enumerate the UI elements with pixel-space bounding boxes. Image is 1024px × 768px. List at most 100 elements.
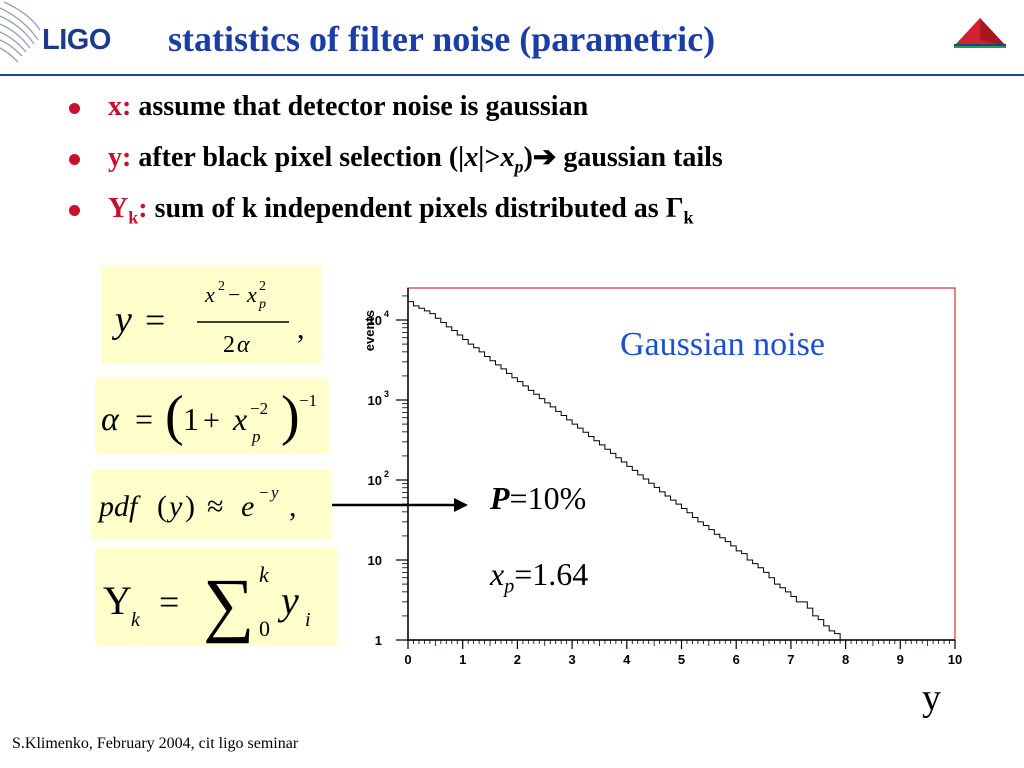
x-tick-label: 2 [514, 652, 521, 667]
histogram-bin [709, 530, 714, 640]
histogram-bin [589, 436, 594, 640]
svg-text:y: y [166, 490, 183, 523]
bullet-text: assume that detector noise is gaussian [138, 91, 589, 122]
y-tick-label: 10 [368, 313, 382, 328]
svg-text:≈: ≈ [207, 490, 223, 523]
x-tick-label: 4 [623, 652, 631, 667]
formula-alpha: α = ( 1 + x −2 p ) −1 [95, 378, 329, 454]
histogram-bin [556, 411, 561, 640]
histogram-bin [824, 626, 829, 640]
bullet-label-sub: k [128, 207, 139, 228]
svg-text:y: y [277, 578, 299, 623]
xp-symbol: x [490, 556, 505, 592]
formula-sum-yk: Y k = ∑ k 0 y i [95, 548, 337, 646]
histogram-bin [769, 578, 774, 640]
formula-pdf: pdf ( y ) ≈ e − y , [91, 470, 331, 540]
svg-text:1: 1 [183, 401, 199, 437]
histogram-bin [605, 449, 610, 640]
xp-value-label: xp=1.64 [490, 556, 588, 598]
svg-text:2: 2 [223, 332, 235, 358]
xp-base: x [500, 142, 515, 173]
abs-x: |x| [458, 142, 485, 173]
histogram-bin [676, 504, 681, 640]
svg-text:Y: Y [103, 578, 132, 623]
gamma-sub: k [683, 207, 694, 228]
histogram-bin [780, 588, 785, 640]
histogram-bin [419, 308, 424, 640]
histogram-bin [649, 483, 654, 640]
pointer-arrow-icon [332, 498, 468, 512]
histogram-bin [550, 407, 555, 640]
histogram-bin [720, 538, 725, 640]
svg-text:e: e [241, 490, 254, 523]
histogram-bin [703, 525, 708, 640]
histogram-bin [829, 631, 834, 640]
svg-text:k: k [131, 609, 141, 631]
bullet-label: x: [108, 91, 132, 122]
bullet-item-y: y: after black pixel selection (|x|>xp)➔… [60, 137, 723, 188]
svg-text:): ) [185, 490, 195, 523]
x-tick-label: 6 [733, 652, 740, 667]
histogram-bin [616, 458, 621, 640]
svg-text:x: x [232, 401, 247, 437]
histogram-bin [463, 340, 468, 640]
histogram-bin [791, 596, 796, 640]
x-axis-variable-label: y [922, 677, 941, 719]
histogram-bin [446, 327, 451, 640]
histogram-bin [424, 311, 429, 640]
histogram-bin [643, 479, 648, 640]
histogram-bin [698, 522, 703, 640]
y-axis-label: events [362, 310, 377, 351]
histogram-bin [682, 509, 687, 640]
x-tick-label: 3 [568, 652, 575, 667]
histogram-bin [807, 608, 812, 640]
histogram-bin [802, 602, 807, 640]
histogram-bin [468, 344, 473, 640]
histogram-series [408, 301, 955, 641]
x-tick-label: 7 [787, 652, 794, 667]
svg-text:=: = [135, 401, 153, 437]
svg-text:+: + [203, 404, 220, 437]
histogram-bin [796, 602, 801, 640]
svg-text:y: y [269, 483, 279, 502]
bullet-text-after: gaussian tails [563, 142, 723, 173]
histogram-bin [654, 487, 659, 640]
y-tick-label: 10 [368, 473, 382, 488]
x-tick-label: 8 [842, 652, 849, 667]
svg-text:,: , [289, 490, 297, 523]
histogram-bin [758, 568, 763, 640]
bullet-label: Y [108, 193, 129, 224]
y-tick-label: 1 [375, 633, 382, 648]
histogram-bin [714, 534, 719, 640]
histogram-bin [835, 634, 840, 640]
histogram-bin [599, 445, 604, 640]
histogram-bin [785, 592, 790, 640]
xp-value: =1.64 [514, 556, 589, 592]
histogram-bin [747, 560, 752, 640]
histogram-bin [408, 302, 413, 640]
svg-text:p: p [251, 427, 261, 446]
svg-text:α: α [101, 401, 120, 438]
histogram-bin [660, 492, 665, 640]
histogram-bin [413, 306, 418, 640]
svg-text:−: − [259, 483, 269, 502]
svg-text:i: i [305, 609, 311, 631]
svg-text:−: − [228, 282, 240, 307]
svg-text:,: , [297, 312, 305, 345]
x-tick-label: 9 [897, 652, 904, 667]
bullet-list: x: assume that detector noise is gaussia… [60, 86, 723, 239]
histogram-bin [594, 441, 599, 640]
bullet-text: after black pixel selection ( [138, 142, 459, 173]
histogram-bin [813, 616, 818, 640]
svg-text:2: 2 [218, 279, 225, 294]
histogram-bin [441, 323, 446, 640]
page-title: statistics of filter noise (parametric) [168, 19, 716, 59]
histogram-bin [545, 403, 550, 640]
p-value-label: P=10% [490, 480, 586, 517]
histogram-bin [534, 394, 539, 640]
histogram-bin [632, 470, 637, 640]
histogram-bin [539, 399, 544, 640]
svg-text:(: ( [157, 490, 167, 523]
xp-sub: p [514, 156, 524, 177]
